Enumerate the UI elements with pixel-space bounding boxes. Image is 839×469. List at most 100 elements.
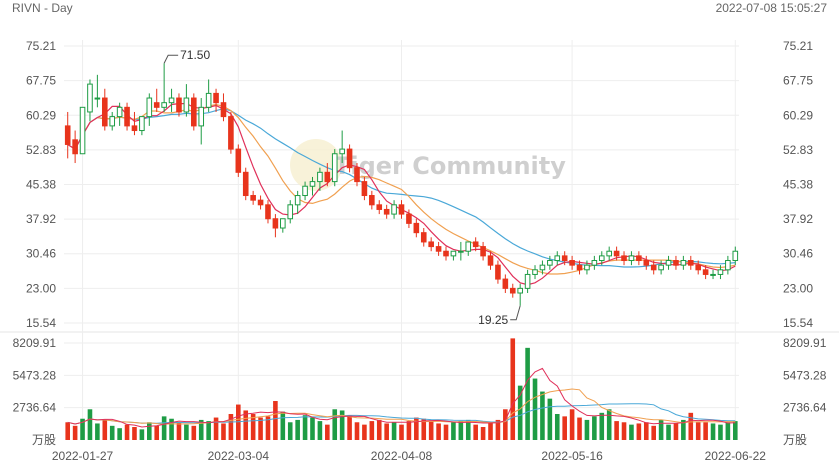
volume-bar (221, 423, 226, 440)
volume-bar (421, 418, 427, 440)
candle-body (220, 102, 227, 118)
volume-bar (703, 422, 708, 440)
candle-body (339, 148, 345, 155)
candle-body (584, 264, 590, 271)
price-tick-left: 75.21 (26, 39, 56, 53)
candle-body (598, 255, 605, 262)
volume-bar (488, 422, 493, 440)
volume-bar (577, 417, 582, 440)
price-tick-left: 45.38 (26, 177, 56, 191)
volume-bar (414, 417, 419, 440)
volume-bar (636, 423, 642, 440)
candle-body (265, 204, 271, 220)
volume-bar (147, 422, 152, 440)
volume-bar (451, 422, 456, 440)
volume-bar (554, 414, 560, 440)
volume-bar (139, 429, 145, 440)
volume-bar (725, 422, 731, 440)
volume-bar (540, 391, 545, 440)
candle-body (198, 106, 205, 127)
price-tick-right: 23.00 (783, 281, 813, 295)
high-annotation-leader (163, 54, 179, 64)
candle-body (650, 264, 657, 271)
candle-body (235, 148, 242, 173)
volume-bar (673, 423, 679, 440)
datetime-label: 2022-07-08 15:05:27 (715, 1, 827, 15)
volume-bar (302, 415, 308, 440)
volume-tick-right: 8209.91 (783, 336, 827, 350)
volume-bar (124, 424, 130, 440)
date-tick-label: 2022-04-08 (371, 449, 433, 463)
volume-bar (606, 409, 612, 440)
volume-bar (258, 417, 263, 440)
volume-bar (117, 428, 122, 440)
watermark-text: Tiger Community (334, 152, 566, 180)
candle-body (124, 106, 130, 127)
volume-bar (592, 416, 597, 440)
volume-bar (198, 419, 204, 440)
volume-bar (614, 421, 619, 440)
symbol-period-label: RIVN - Day (12, 1, 73, 15)
price-tick-right: 75.21 (783, 39, 813, 53)
candle-body (64, 125, 71, 145)
volume-bar (87, 409, 93, 440)
volume-bar (184, 424, 189, 440)
volume-bar (525, 347, 530, 440)
volume-bar (666, 424, 671, 440)
volume-bar (265, 416, 271, 440)
volume-bar (213, 417, 219, 440)
candle-body (710, 273, 716, 276)
volume-tick-right: 5473.28 (783, 368, 827, 382)
volume-bar (95, 423, 100, 440)
candle-body (658, 264, 664, 271)
volume-bar (273, 401, 278, 440)
volume-bar (161, 416, 167, 440)
price-tick-right: 30.46 (783, 247, 813, 261)
candle-body (331, 153, 338, 183)
volume-bar (629, 424, 634, 440)
volume-bar (72, 425, 78, 440)
low-annotation: 19.25 (478, 313, 508, 327)
candle-body (317, 171, 323, 183)
volume-bar (102, 419, 108, 440)
candle-body (443, 250, 449, 257)
volume-bar (391, 422, 397, 440)
candle-body (79, 106, 86, 155)
candle-body (383, 208, 390, 215)
candle-body (606, 250, 612, 257)
volume-bar (206, 421, 211, 440)
candle-body (487, 255, 494, 266)
volume-bar (280, 411, 286, 440)
candle-body (369, 195, 375, 206)
candle-body (116, 106, 123, 118)
candle-body (680, 260, 687, 266)
volume-unit-left: 万股 (32, 433, 56, 447)
candle-body (428, 241, 434, 248)
volume-ma20-line (67, 403, 736, 425)
candle-body (725, 260, 731, 271)
volume-bar (362, 424, 367, 440)
candle-body (472, 241, 479, 248)
volume-bar (332, 409, 338, 440)
candle-body (398, 204, 405, 215)
candle-body (302, 185, 308, 197)
high-annotation: 71.50 (180, 48, 210, 62)
candle-body (576, 264, 583, 271)
candle-body (168, 97, 175, 104)
price-tick-right: 52.83 (783, 143, 813, 157)
candle-body (101, 97, 108, 127)
volume-bar (65, 422, 71, 440)
volume-bar (517, 385, 523, 440)
candle-body (161, 102, 167, 108)
volume-bar (317, 421, 323, 440)
candle-body (509, 287, 516, 294)
volume-bar (406, 421, 412, 440)
volume-bar (325, 424, 330, 440)
candle-body (517, 287, 523, 294)
volume-bar (347, 415, 352, 440)
candle-body (376, 204, 383, 210)
candle-body (732, 250, 739, 262)
volume-tick-right: 2736.64 (783, 401, 827, 415)
candle-body (420, 232, 427, 243)
